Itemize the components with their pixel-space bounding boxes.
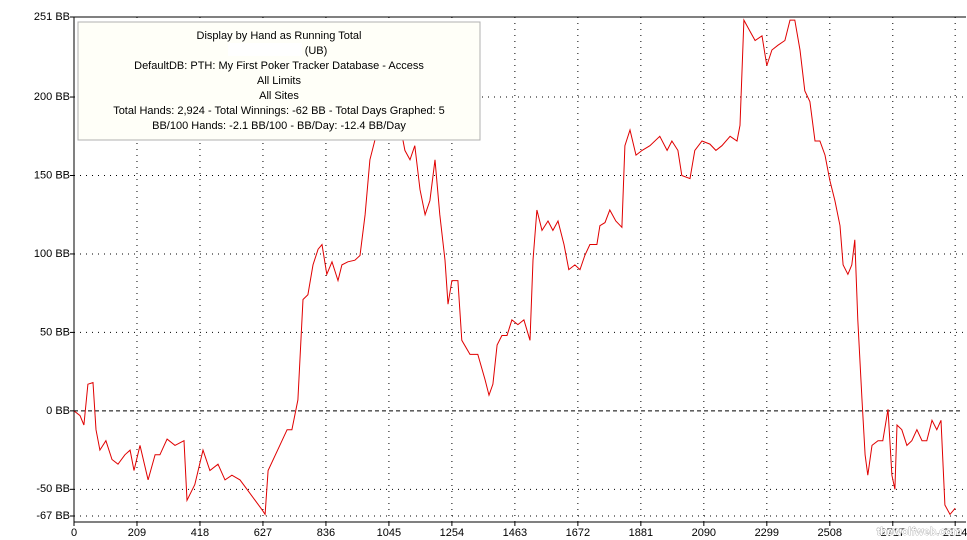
x-tick-label: 2090 [692, 527, 716, 539]
x-tick-label: 1254 [440, 527, 464, 539]
annotation-line: All Limits [257, 75, 302, 87]
x-tick-label: 418 [191, 527, 209, 539]
x-tick-label: 1463 [503, 527, 527, 539]
x-tick-label: 627 [254, 527, 272, 539]
x-tick-label: 2299 [755, 527, 779, 539]
data-line [73, 18, 956, 516]
y-tick-label: 100 BB [34, 248, 70, 260]
annotation-line: (UB) [305, 45, 328, 57]
y-tick-label: 200 BB [34, 91, 70, 103]
x-tick-label: 2924 [943, 527, 967, 539]
watermark: thewolfweb.com [876, 526, 962, 538]
x-tick-label: 836 [317, 527, 335, 539]
x-tick-label: 1672 [566, 527, 590, 539]
x-tick-label: 2508 [818, 527, 842, 539]
x-tick-label: 1881 [629, 527, 653, 539]
x-tick-label: 209 [128, 527, 146, 539]
annotation-line: Total Hands: 2,924 - Total Winnings: -62… [113, 105, 445, 117]
x-tick-label: 0 [71, 527, 77, 539]
y-tick-label: -67 BB [36, 510, 70, 522]
y-tick-label: 50 BB [40, 326, 70, 338]
y-tick-label: 150 BB [34, 169, 70, 181]
y-tick-label: 251 BB [34, 11, 70, 23]
plot [73, 18, 956, 516]
annotation-line: Display by Hand as Running Total [197, 30, 362, 42]
annotation-line: BB/100 Hands: -2.1 BB/100 - BB/Day: -12.… [152, 120, 406, 132]
axes: -67 BB -50 BB 0 BB 50 BB 100 BB 150 BB 200 BB 2… [34, 11, 967, 539]
y-tick-label: -50 BB [36, 483, 70, 495]
annotation-line: DefaultDB: PTH: My First Poker Tracker D… [134, 60, 424, 72]
y-tick-label: 0 BB [46, 405, 70, 417]
x-tick-label: 1045 [377, 527, 401, 539]
x-tick-label: 2717 [881, 527, 905, 539]
annotation-frame [77, 21, 481, 141]
annotation-box: Display by Hand as Running Total (UB) Defa… [77, 21, 481, 141]
redaction [228, 43, 302, 56]
annotation-line: All Sites [259, 90, 299, 102]
